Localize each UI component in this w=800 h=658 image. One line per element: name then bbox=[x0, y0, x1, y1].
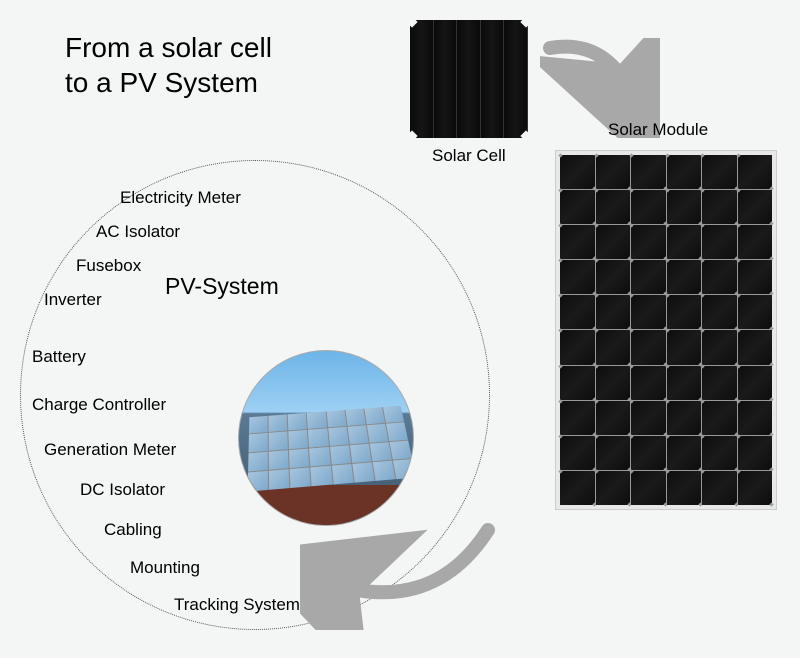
pv-component-label: Charge Controller bbox=[32, 395, 166, 415]
pv-component-label: Battery bbox=[32, 347, 86, 367]
pv-system-title: PV-System bbox=[165, 273, 279, 300]
page-title: From a solar cell to a PV System bbox=[65, 30, 272, 100]
solar-cell-graphic bbox=[410, 20, 528, 138]
pv-component-label: Cabling bbox=[104, 520, 162, 540]
pv-component-label: AC Isolator bbox=[96, 222, 180, 242]
solar-cell-label: Solar Cell bbox=[432, 146, 506, 166]
arrow-module-to-system-icon bbox=[300, 520, 500, 630]
solar-module-graphic bbox=[555, 150, 777, 510]
pv-component-label: Generation Meter bbox=[44, 440, 176, 460]
title-line1: From a solar cell bbox=[65, 32, 272, 63]
pv-component-label: DC Isolator bbox=[80, 480, 165, 500]
title-line2: to a PV System bbox=[65, 67, 258, 98]
solar-module-label: Solar Module bbox=[608, 120, 708, 140]
pv-component-label: Mounting bbox=[130, 558, 200, 578]
pv-component-label: Inverter bbox=[44, 290, 102, 310]
pv-component-label: Fusebox bbox=[76, 256, 141, 276]
pv-component-label: Electricity Meter bbox=[120, 188, 241, 208]
pv-installation-photo bbox=[238, 350, 414, 526]
pv-component-label: Tracking System bbox=[174, 595, 300, 615]
